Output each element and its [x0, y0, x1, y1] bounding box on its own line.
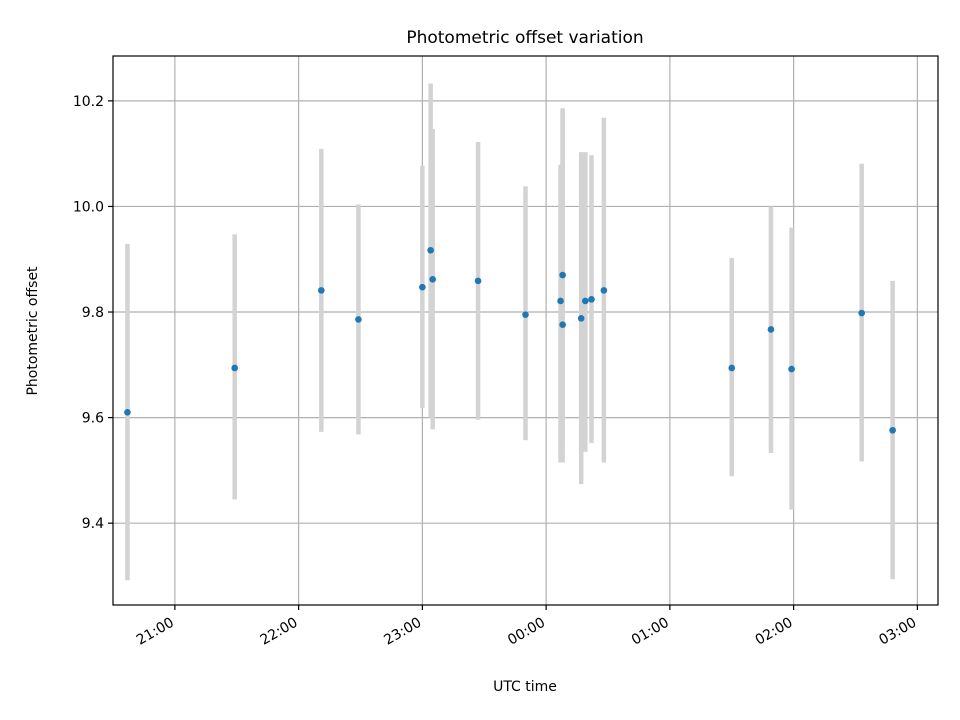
- data-point: [728, 364, 736, 372]
- y-axis-ticks: 9.4 9.6 9.8 10.0 10.2: [73, 94, 113, 532]
- data-point: [522, 311, 529, 318]
- y-tick-label: 9.8: [82, 305, 104, 321]
- data-point: [858, 309, 865, 317]
- data-point: [788, 365, 795, 373]
- data-point: [559, 321, 566, 328]
- data-point: [419, 283, 426, 291]
- data-point: [600, 287, 608, 294]
- data-point: [577, 315, 585, 322]
- y-tick-label: 9.6: [82, 411, 104, 427]
- data-point: [588, 296, 595, 303]
- plot-area-frame: [112, 55, 939, 606]
- data-point: [559, 271, 566, 279]
- data-point: [231, 364, 238, 372]
- data-point: [889, 426, 896, 434]
- data-point: [767, 326, 775, 333]
- data-point: [429, 275, 436, 283]
- y-tick-label: 10.0: [73, 199, 104, 215]
- data-point: [124, 409, 131, 416]
- y-axis-label: Photometric offset: [25, 266, 41, 396]
- data-point: [355, 316, 362, 323]
- x-axis-label: UTC time: [493, 679, 557, 695]
- data-point: [557, 297, 564, 305]
- y-tick-label: 10.2: [73, 94, 104, 110]
- data-point: [318, 287, 325, 294]
- chart-title: Photometric offset variation: [406, 28, 643, 48]
- data-point: [474, 277, 482, 285]
- data-points: [124, 246, 896, 434]
- data-point: [427, 246, 434, 254]
- y-tick-label: 9.4: [82, 516, 104, 532]
- data-point: [582, 297, 589, 305]
